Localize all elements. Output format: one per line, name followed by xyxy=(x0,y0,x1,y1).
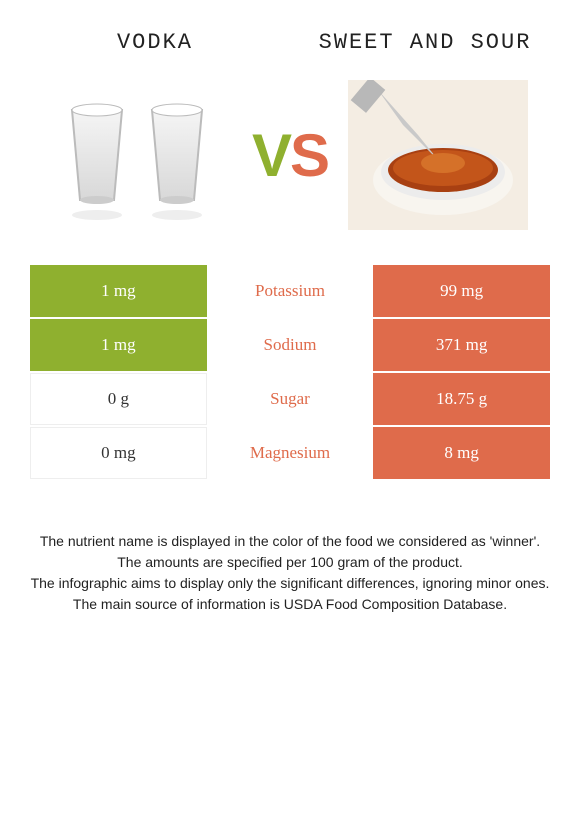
footer-line: The amounts are specified per 100 gram o… xyxy=(30,552,550,573)
cell-left: 1 mg xyxy=(30,319,207,371)
right-image xyxy=(338,75,538,235)
footer-line: The nutrient name is displayed in the co… xyxy=(30,531,550,552)
cell-left: 0 g xyxy=(30,373,207,425)
header: Vodka Sweet and sour xyxy=(0,0,580,65)
cell-nutrient: Sodium xyxy=(207,319,373,371)
footer-notes: The nutrient name is displayed in the co… xyxy=(0,481,580,615)
cell-right: 18.75 g xyxy=(373,373,550,425)
vs-s: S xyxy=(290,122,328,189)
right-title: Sweet and sour xyxy=(304,30,547,55)
cell-nutrient: Magnesium xyxy=(207,427,373,479)
left-title: Vodka xyxy=(34,30,277,55)
table-row: 1 mg Potassium 99 mg xyxy=(30,265,550,319)
cell-right: 99 mg xyxy=(373,265,550,317)
cell-left: 1 mg xyxy=(30,265,207,317)
table-row: 0 mg Magnesium 8 mg xyxy=(30,427,550,481)
table-row: 0 g Sugar 18.75 g xyxy=(30,373,550,427)
table-row: 1 mg Sodium 371 mg xyxy=(30,319,550,373)
vs-label: VS xyxy=(252,121,328,190)
images-row: VS xyxy=(0,65,580,255)
cell-left: 0 mg xyxy=(30,427,207,479)
vs-v: V xyxy=(252,122,290,189)
cell-right: 371 mg xyxy=(373,319,550,371)
left-image xyxy=(42,75,242,235)
footer-line: The main source of information is USDA F… xyxy=(30,594,550,615)
cell-nutrient: Sugar xyxy=(207,373,373,425)
comparison-table: 1 mg Potassium 99 mg 1 mg Sodium 371 mg … xyxy=(30,265,550,481)
cell-right: 8 mg xyxy=(373,427,550,479)
footer-line: The infographic aims to display only the… xyxy=(30,573,550,594)
cell-nutrient: Potassium xyxy=(207,265,373,317)
